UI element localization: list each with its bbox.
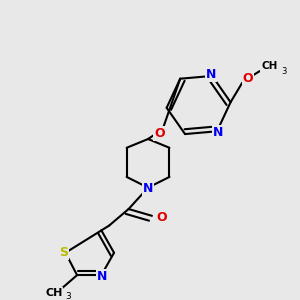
Text: O: O	[243, 72, 254, 86]
Text: CH: CH	[45, 288, 62, 298]
Text: S: S	[59, 246, 68, 259]
Text: N: N	[97, 270, 108, 283]
Text: N: N	[213, 126, 223, 139]
Text: 3: 3	[65, 292, 71, 300]
Text: 3: 3	[281, 67, 286, 76]
Text: N: N	[143, 182, 153, 195]
Text: O: O	[156, 211, 167, 224]
Text: CH: CH	[261, 61, 278, 71]
Text: O: O	[154, 127, 165, 140]
Text: N: N	[206, 68, 216, 81]
